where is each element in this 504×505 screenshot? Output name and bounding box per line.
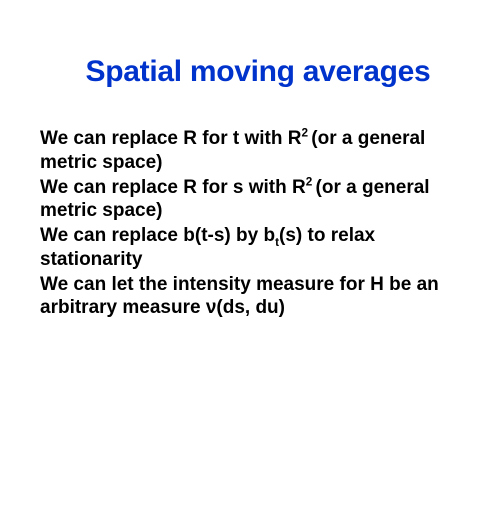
- slide-title: Spatial moving averages: [52, 55, 464, 89]
- p1-part-a: We can replace R for t with R: [40, 128, 301, 149]
- paragraph-4: We can let the intensity measure for H b…: [40, 273, 464, 321]
- p1-superscript: 2: [301, 127, 311, 140]
- paragraph-2: We can replace R for s with R2 (or a gen…: [40, 176, 464, 224]
- p3-part-a: We can replace b(t-s) by b: [40, 225, 275, 246]
- slide-container: Spatial moving averages We can replace R…: [0, 0, 504, 505]
- p2-part-a: We can replace R for s with R: [40, 177, 306, 198]
- paragraph-1: We can replace R for t with R2 (or a gen…: [40, 127, 464, 175]
- paragraph-3: We can replace b(t-s) by bt(s) to relax …: [40, 224, 464, 272]
- slide-body: We can replace R for t with R2 (or a gen…: [40, 127, 464, 320]
- p2-superscript: 2: [306, 175, 316, 188]
